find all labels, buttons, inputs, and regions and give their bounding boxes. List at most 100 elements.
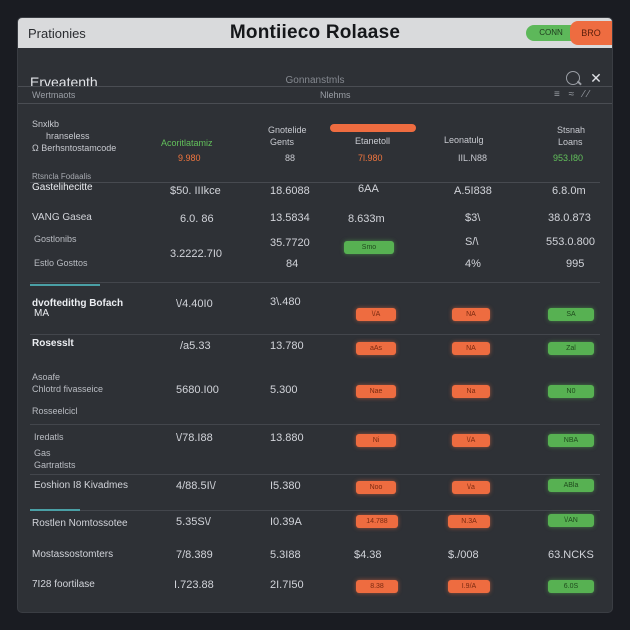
row-status-pill[interactable]: Ni <box>356 434 396 447</box>
header-col2-title[interactable]: Gnotelide <box>268 125 307 135</box>
row-col2: 5.300 <box>270 384 298 396</box>
row-col1: I.723.88 <box>174 579 214 591</box>
row-divider-accent <box>30 509 80 511</box>
row-col3: 6AA <box>358 183 379 195</box>
table-row[interactable]: Rosesslt /a5.33 13.780 aAs NA Zal <box>18 336 612 380</box>
row-col2: 18.6088 <box>270 185 310 197</box>
toolbar: Erveatenth Gonnanstmls ✕ <box>18 48 612 104</box>
band-left-label: Wertmaots <box>32 90 76 100</box>
close-icon[interactable]: ✕ <box>590 70 602 86</box>
section-label: Gonnanstmls <box>285 75 345 86</box>
view-options-icon[interactable]: ≡ ≈ ⁄⁄ <box>554 89 593 100</box>
row-name: VANG Gasea <box>32 212 92 223</box>
row-col5: 6.8.0m <box>552 185 586 197</box>
row-col5: 553.0.800 <box>546 236 595 248</box>
row-col2: 2I.7I50 <box>270 579 304 591</box>
band-center-label: Nlehms <box>320 90 351 100</box>
row-col5: 38.0.873 <box>548 212 591 224</box>
table-row[interactable]: 7I28 foortilase I.723.88 2I.7I50 8.38 I.… <box>18 576 612 606</box>
row-status-pill[interactable]: \/a <box>452 481 490 494</box>
row-col4: A.5I838 <box>454 185 492 197</box>
row-status-pill[interactable]: Zal <box>548 342 594 355</box>
header-col4-title[interactable]: Leonatulg <box>444 135 484 145</box>
row-col1: $50. IIIkce <box>170 185 221 197</box>
row-name: 7I28 foortilase <box>32 579 95 590</box>
row-status-pill[interactable]: Na <box>452 385 490 398</box>
row-status-pill[interactable]: \/A <box>356 308 396 321</box>
header-col1-title[interactable]: Acoritlatamiz <box>161 138 213 148</box>
row-name: dvoftedithg Bofach <box>32 298 124 309</box>
row-col2: 13.780 <box>270 340 304 352</box>
table-row[interactable]: Rostlen Nomtossotee 5.35S\/ I0.39A 14.78… <box>18 512 612 542</box>
row-col3: $4.38 <box>354 549 382 561</box>
header-col3-value: 7l.980 <box>358 153 383 163</box>
row-sub: Rosseelcicl <box>32 406 78 416</box>
row-status-pill[interactable]: Nae <box>356 385 396 398</box>
row-status-pill[interactable]: 8.38 <box>356 580 398 593</box>
row-sub: Gas <box>34 448 51 458</box>
header-col5-subtitle: Loans <box>558 137 583 147</box>
table-row[interactable]: Mostassostomters 7/8.389 5.3I88 $4.38 $.… <box>18 546 612 572</box>
row-divider <box>30 282 600 283</box>
filter-band: Wertmaots Nlehms ≡ ≈ ⁄⁄ <box>18 86 612 104</box>
title-bar: Prationies Montiieco Rolaase CONN BRO <box>18 18 612 48</box>
row-sub: Estlo Gosttos <box>34 258 88 268</box>
row-divider <box>30 424 600 425</box>
row-status-pill[interactable]: ABla <box>548 479 594 492</box>
row-status-pill[interactable]: 6.0S <box>548 580 594 593</box>
header-sub-label: Rtsncla Fodaalis <box>32 172 92 181</box>
table-row[interactable]: Asoafe Chlotrd fivasseice Rosseelcicl 56… <box>18 370 612 424</box>
row-col1: 5680.I00 <box>176 384 219 396</box>
row-status-pill[interactable]: N.3A <box>448 515 490 528</box>
main-window: Prationies Montiieco Rolaase CONN BRO Er… <box>18 18 612 612</box>
row-col2: 5.3I88 <box>270 549 301 561</box>
row-col4b: 4% <box>465 258 481 270</box>
row-col1: \/4.40I0 <box>176 298 213 310</box>
row-divider <box>30 510 600 511</box>
row-col2: 3\.480 <box>270 296 301 308</box>
row-status-pill[interactable]: Noo <box>356 481 396 494</box>
mode-badge[interactable]: BRO <box>570 21 612 45</box>
app-name: Prationies <box>28 26 86 41</box>
row-col2b: 84 <box>286 258 299 270</box>
header-col3-bar <box>330 124 416 132</box>
header-col1-value: 9.980 <box>178 153 201 163</box>
row-status-pill[interactable]: N0 <box>548 385 594 398</box>
row-status-pill[interactable]: 14.788 <box>356 515 398 528</box>
header-divider <box>30 182 600 183</box>
header-col3-title[interactable]: Etanetoll <box>355 136 391 146</box>
connection-badge[interactable]: CONN <box>526 25 576 41</box>
header-col5-value: 953.I80 <box>553 153 584 163</box>
row-name: Gastelihecitte <box>32 182 93 193</box>
row-col2: 35.7720 <box>270 237 310 249</box>
row-status-pill[interactable]: NA <box>452 308 490 321</box>
row-status-pill[interactable]: SA <box>548 308 594 321</box>
row-col4: S/\ <box>465 236 479 248</box>
row-name: Chlotrd fivasseice <box>32 384 104 394</box>
table-row[interactable]: Eoshion I8 Kivadmes 4/88.5I\/ I5.380 Noo… <box>18 476 612 510</box>
row-col1: \/78.I88 <box>176 432 213 444</box>
row-status-pill[interactable]: I.9/A <box>448 580 490 593</box>
table-row[interactable]: Gostlonibs Estlo Gosttos 3.2222.7I0 35.7… <box>18 232 612 282</box>
table-row[interactable]: Gastelihecitte $50. IIIkce 18.6088 6AA A… <box>18 182 612 210</box>
search-icon[interactable] <box>566 71 580 85</box>
table-row[interactable]: VANG Gasea 6.0. 86 13.5834 8.633m $3\ 38… <box>18 210 612 232</box>
header-col0-line1: Snxlkb <box>32 119 60 129</box>
row-divider <box>30 474 600 475</box>
row-pre: Asoafe <box>32 372 61 382</box>
header-col5-title[interactable]: Stsnah <box>557 125 586 135</box>
table-row[interactable]: Iredatls Gas Gartratlsts \/78.I88 13.880… <box>18 428 612 474</box>
row-divider-accent <box>30 284 100 286</box>
header-col0-line3: Ω Berhsntostamcode <box>32 143 117 153</box>
table-row[interactable]: dvoftedithg Bofach MA \/4.40I0 3\.480 \/… <box>18 288 612 334</box>
header-col2-value: 88 <box>285 153 296 163</box>
row-status-pill[interactable]: Smo <box>344 241 394 254</box>
row-col4: $./008 <box>448 549 479 561</box>
row-name: Eoshion I8 Kivadmes <box>34 480 128 491</box>
row-status-pill[interactable]: NBA <box>548 434 594 447</box>
row-status-pill[interactable]: aAs <box>356 342 396 355</box>
row-status-pill[interactable]: \/A <box>452 434 490 447</box>
row-sub2: Gartratlsts <box>34 460 76 470</box>
row-status-pill[interactable]: \/AN <box>548 514 594 527</box>
row-status-pill[interactable]: NA <box>452 342 490 355</box>
